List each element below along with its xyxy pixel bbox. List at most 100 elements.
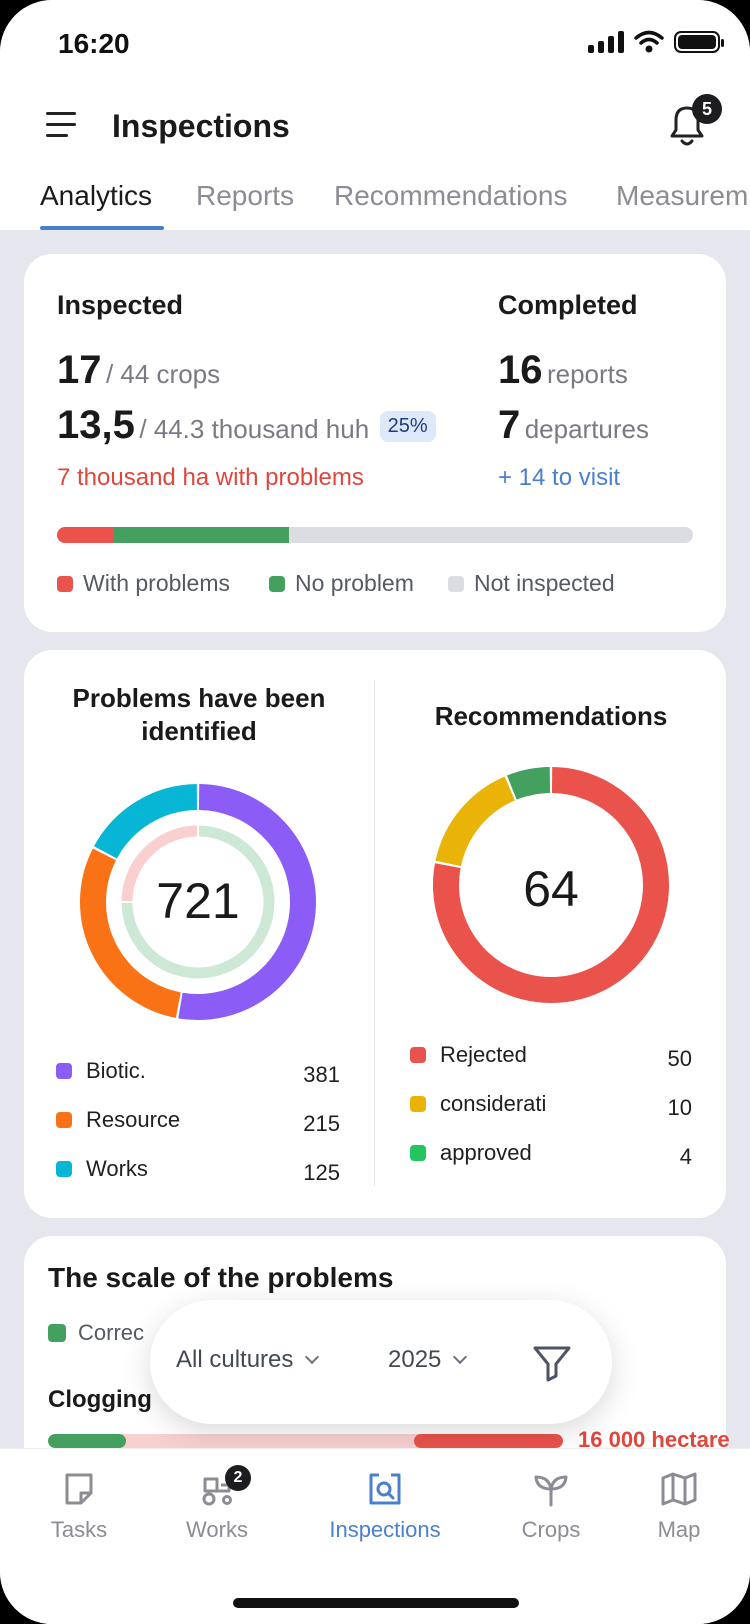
inspection-progress-bar (57, 527, 693, 543)
inspected-area-row: 13,5 / 44.3 thousand huh 25% (57, 403, 436, 448)
reports-count: 16 (498, 348, 543, 392)
nav-works[interactable]: 2 Works (147, 1465, 287, 1543)
year-select[interactable]: 2025 (388, 1346, 468, 1374)
legend-swatch-green (410, 1145, 426, 1161)
reports-row: 16 reports (498, 348, 628, 393)
consideration-count: 10 (667, 1095, 692, 1120)
legend-label: No problem (295, 570, 414, 596)
tab-measurements[interactable]: Measurem (616, 180, 749, 211)
inspected-total: / 44 crops (105, 359, 221, 389)
legend-swatch-yellow (410, 1096, 426, 1112)
inspected-count: 17 (57, 348, 102, 392)
legend-label: Rejected (440, 1042, 527, 1067)
departures-label: departures (524, 414, 650, 444)
problems-donut-chart (80, 784, 316, 1020)
works-badge: 2 (225, 1465, 251, 1491)
to-visit-link[interactable]: + 14 to visit (498, 464, 621, 491)
area-value: 13,5 (57, 403, 135, 447)
tab-analytics[interactable]: Analytics (40, 180, 153, 211)
legend-label: Correc (78, 1320, 145, 1345)
clogging-value: 16 000 hectare (578, 1427, 730, 1452)
culture-select[interactable]: All cultures (176, 1346, 320, 1374)
problems-outer-slice-1 (80, 848, 182, 1018)
sprout-icon (534, 1475, 568, 1507)
page-title: Inspections (112, 108, 290, 144)
departures-count: 7 (498, 403, 521, 447)
summary-card (24, 254, 726, 632)
legend-swatch-green (48, 1324, 66, 1342)
problems-outer-slice-0 (178, 784, 316, 1020)
legend-swatch-orange (56, 1112, 72, 1128)
biotic-count: 381 (303, 1062, 340, 1087)
problems-area-text: 7 thousand ha with problems (57, 464, 364, 491)
inspected-label: Inspected (57, 290, 184, 320)
recommendations-donut-chart (433, 767, 669, 1003)
completed-label: Completed (498, 290, 638, 320)
tab-reports[interactable]: Reports (196, 180, 295, 211)
problems-chart-title: Problems have been identified (72, 683, 326, 746)
legend-label: Not inspected (474, 570, 615, 596)
inspected-crops-row: 17 / 44 crops (57, 348, 220, 393)
chart-divider (374, 680, 375, 1186)
filter-icon[interactable] (530, 1340, 574, 1384)
legend-swatch-red (410, 1047, 426, 1063)
progress-no-problem (114, 527, 290, 543)
active-tab-indicator (40, 226, 164, 230)
chevron-down-icon (453, 1349, 468, 1365)
legend-works: Works (56, 1156, 148, 1182)
scale-title: The scale of the problems (48, 1262, 394, 1293)
legend-no-problem: No problem (269, 570, 414, 597)
legend-label: approved (440, 1140, 532, 1165)
notification-badge: 5 (692, 94, 722, 124)
recommendations-slice-0 (433, 767, 669, 1003)
bottom-nav: Tasks 2 Works Inspections (0, 1448, 750, 1624)
legend-rejected: Rejected (410, 1042, 527, 1068)
menu-icon[interactable] (46, 112, 80, 138)
legend-consideration: considerati (410, 1091, 546, 1117)
scale-legend: Correc (48, 1320, 144, 1346)
area-percent-badge: 25% (379, 411, 436, 442)
legend-swatch-gray (448, 575, 464, 592)
nav-tasks[interactable]: Tasks (9, 1469, 149, 1543)
nav-label: Map (657, 1517, 701, 1542)
nav-label: Tasks (50, 1517, 108, 1542)
legend-label: Biotic. (86, 1058, 146, 1083)
wifi-icon (634, 30, 664, 53)
nav-map[interactable]: Map (609, 1469, 749, 1543)
tab-recommendations[interactable]: Recommendations (334, 180, 568, 211)
nav-inspections[interactable]: Inspections (315, 1469, 455, 1543)
legend-label: Works (86, 1156, 148, 1181)
legend-resource: Resource (56, 1107, 180, 1133)
note-icon (65, 1473, 93, 1505)
clogging-bar-corrected (48, 1434, 126, 1448)
works-count: 125 (303, 1160, 340, 1185)
nav-label: Inspections (329, 1517, 441, 1542)
recommendations-slice-1 (435, 776, 516, 867)
legend-label: Resource (86, 1107, 181, 1132)
area-total: / 44.3 thousand huh (139, 414, 370, 444)
recommendations-total: 64 (523, 861, 579, 917)
home-indicator (233, 1598, 519, 1608)
clogging-bar (48, 1434, 563, 1448)
problems-inner-slice-1 (121, 825, 198, 902)
resource-count: 215 (303, 1111, 340, 1136)
progress-with-problems (57, 527, 115, 543)
legend-swatch-green (269, 575, 285, 592)
rejected-count: 50 (667, 1046, 692, 1071)
legend-swatch-cyan (56, 1161, 72, 1177)
top-bar: 16:20 Inspections 5 Analytics Report (0, 0, 750, 230)
problems-total: 721 (156, 873, 240, 929)
map-icon (661, 1472, 697, 1506)
problems-inner-slice-0 (121, 825, 275, 979)
cellular-signal-icon (588, 31, 624, 53)
legend-label: With problems (83, 570, 230, 596)
battery-icon (674, 31, 724, 53)
nav-label: Crops (521, 1517, 581, 1542)
chevron-down-icon (305, 1349, 320, 1365)
legend-approved: approved (410, 1140, 532, 1166)
nav-crops[interactable]: Crops (481, 1469, 621, 1543)
clogging-bar-problem (414, 1434, 563, 1448)
year-select-value: 2025 (388, 1346, 442, 1373)
legend-not-inspected: Not inspected (448, 570, 615, 597)
